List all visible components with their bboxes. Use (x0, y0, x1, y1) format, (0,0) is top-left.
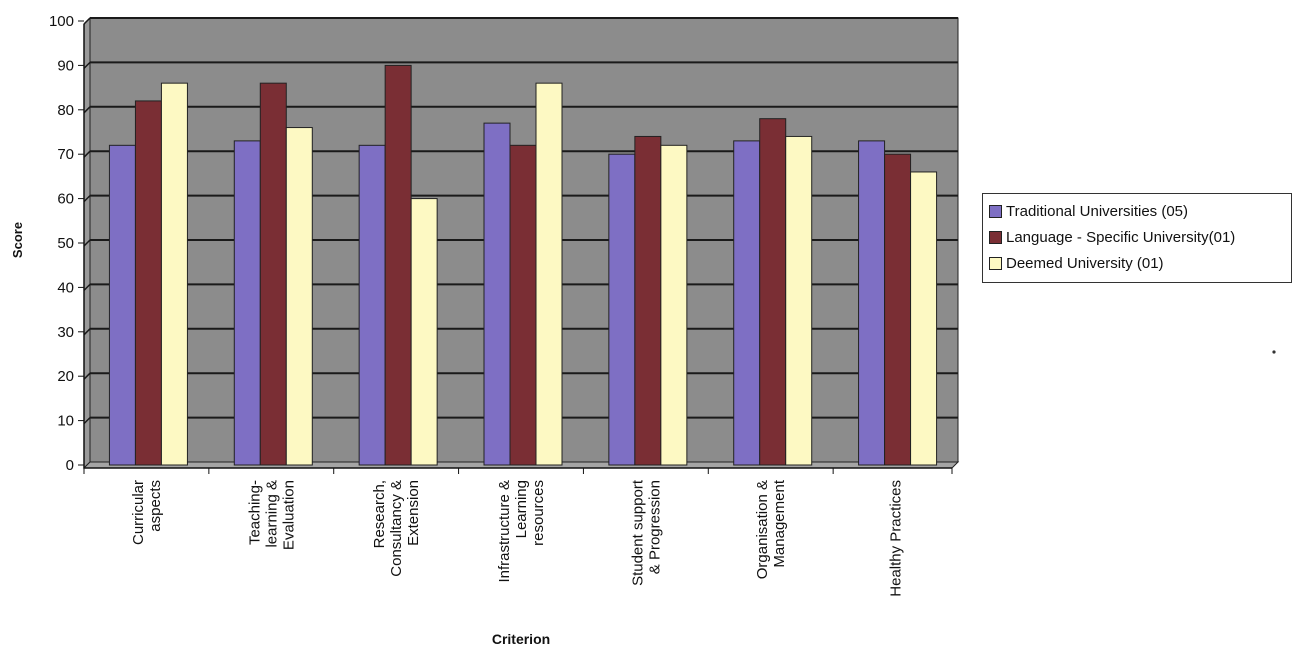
legend-item-language-specific: Language - Specific University(01) (989, 224, 1285, 250)
legend-swatch-language-specific (989, 230, 1002, 244)
scan-speck (1272, 350, 1276, 354)
bar-traditional-universities-05-teaching-learning-evaluation (233, 140, 261, 466)
legend-item-traditional: Traditional Universities (05) (989, 198, 1285, 224)
x-tick-label-curricular-aspects: Curricular aspects (130, 480, 164, 545)
legend-swatch-traditional (989, 204, 1002, 218)
x-axis-title: Criterion (492, 631, 550, 647)
y-tick-label: 30 (57, 324, 74, 341)
legend-label-language-specific: Language - Specific University(01) (1006, 228, 1236, 246)
bar-deemed-university-01-healthy-practices (910, 171, 938, 466)
x-tick-label-teaching-learning-evaluation: Teaching-learning & Evaluation (246, 480, 297, 550)
x-tick-label-line: Student support (629, 479, 646, 586)
bar-traditional-universities-05-organisation-management (733, 140, 761, 466)
bar-language-specific-university-01-organisation-management (759, 118, 787, 466)
bar-deemed-university-01-organisation-management (785, 135, 813, 466)
x-tick-label-line: Research, (371, 480, 388, 548)
x-tick-label-line: learning & (263, 480, 280, 548)
gridline-side (83, 17, 91, 25)
x-tick-label-healthy-practices: Healthy Practices (888, 480, 905, 597)
x-tick-label-research-consultancy-extension: Research, Consultancy & Extension (371, 480, 422, 577)
bar-traditional-universities-05-healthy-practices (858, 140, 886, 466)
y-tick-label: 70 (57, 146, 74, 163)
y-tick-label: 0 (66, 457, 74, 474)
bar-traditional-universities-05-curricular-aspects (108, 144, 136, 466)
y-tick-label: 40 (57, 279, 74, 296)
gridline-side (83, 417, 91, 425)
x-tick-label-infrastructure-learning-resources: Infrastructure & Learning resources (496, 480, 547, 583)
y-tick-label: 20 (57, 368, 74, 385)
legend: Traditional Universities (05) Language -… (982, 193, 1292, 283)
bar-language-specific-university-01-teaching-learning-evaluation (259, 82, 287, 466)
gridline-side (83, 106, 91, 114)
bar-language-specific-university-01-research-consultancy-extension (384, 64, 412, 466)
legend-label-traditional: Traditional Universities (05) (1006, 202, 1189, 220)
x-tick-label-line: Healthy Practices (888, 480, 905, 597)
bar-traditional-universities-05-infrastructure-learning-resources (483, 122, 511, 466)
y-axis-title: Score (10, 222, 25, 258)
bar-language-specific-university-01-curricular-aspects (134, 100, 162, 466)
x-tick-label-line: Curricular (130, 480, 147, 545)
bar-deemed-university-01-infrastructure-learning-resources (535, 82, 563, 466)
x-tick-label-line: Consultancy & (388, 480, 405, 577)
bar-deemed-university-01-teaching-learning-evaluation (285, 127, 313, 466)
x-tick-label-organisation-management: Organisation & Management (754, 479, 788, 579)
legend-item-deemed: Deemed University (01) (989, 250, 1285, 276)
y-tick-label: 10 (57, 413, 74, 430)
gridline-side (83, 328, 91, 336)
bar-deemed-university-01-research-consultancy-extension (410, 198, 438, 466)
x-tick-label-line: Learning (513, 480, 530, 538)
x-tick-label-student-support-progression: Student support & Progression (629, 479, 663, 586)
x-tick-label-line: Evaluation (280, 480, 297, 550)
y-tick-label: 90 (57, 57, 74, 74)
y-tick-label: 100 (49, 13, 74, 30)
bar-deemed-university-01-curricular-aspects (160, 82, 188, 466)
bar-language-specific-university-01-healthy-practices (884, 153, 912, 466)
x-tick-label-line: aspects (147, 480, 164, 532)
y-tick-label: 80 (57, 102, 74, 119)
bar-language-specific-university-01-infrastructure-learning-resources (509, 144, 537, 466)
x-tick-label-line: Infrastructure & (496, 480, 513, 583)
x-tick-label-line: Extension (405, 480, 422, 546)
gridline-side (83, 283, 91, 291)
gridline-side (83, 61, 91, 69)
x-tick-label-line: Teaching- (246, 480, 263, 545)
y-tick-label: 60 (57, 191, 74, 208)
legend-swatch-deemed (989, 256, 1002, 270)
y-tick-label: 50 (57, 235, 74, 252)
bar-traditional-universities-05-student-support-progression (608, 153, 636, 466)
x-tick-label-line: resources (530, 480, 547, 546)
gridline-side (83, 195, 91, 203)
bar-traditional-universities-05-research-consultancy-extension (358, 144, 386, 466)
bar-deemed-university-01-student-support-progression (660, 144, 688, 466)
gridline-side (83, 372, 91, 380)
x-tick-label-line: Management (771, 479, 788, 567)
x-tick-label-line: Organisation & (754, 480, 771, 579)
gridline-side (83, 239, 91, 247)
x-tick-label-line: & Progression (646, 480, 663, 574)
gridline-side (83, 150, 91, 158)
legend-label-deemed: Deemed University (01) (1006, 254, 1164, 272)
bar-language-specific-university-01-student-support-progression (634, 135, 662, 466)
